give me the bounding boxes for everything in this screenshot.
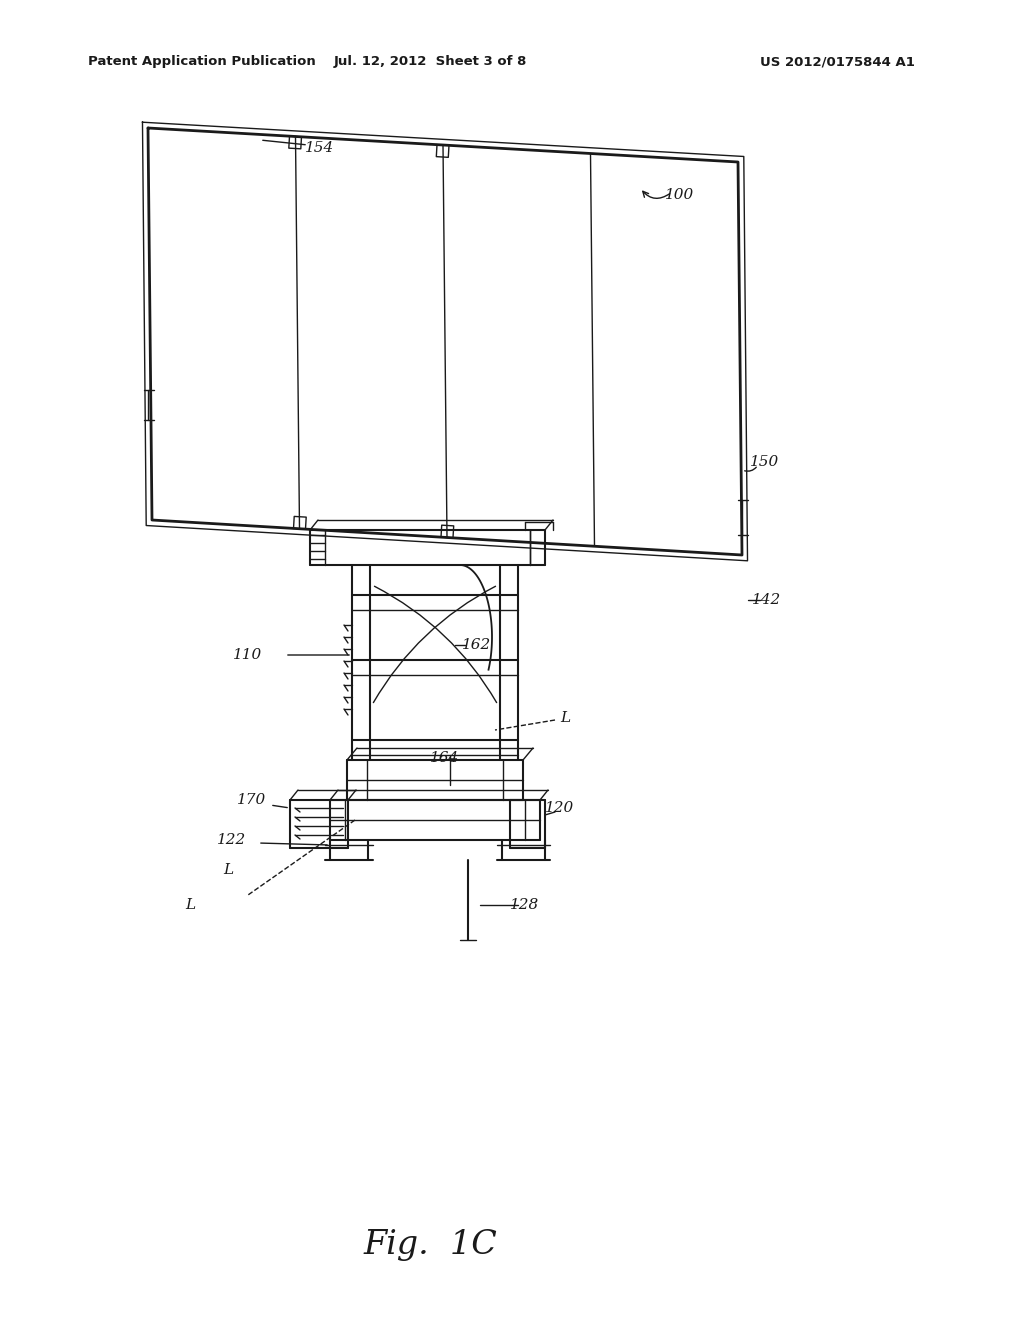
- Text: 164: 164: [430, 751, 460, 766]
- Text: L: L: [223, 863, 233, 876]
- Text: L: L: [185, 898, 195, 912]
- Text: 110: 110: [233, 648, 262, 663]
- Text: 122: 122: [217, 833, 247, 847]
- Text: L: L: [560, 711, 570, 725]
- Text: 142: 142: [753, 593, 781, 607]
- Text: Fig.  1C: Fig. 1C: [364, 1229, 497, 1261]
- Text: 128: 128: [510, 898, 540, 912]
- Text: 120: 120: [546, 801, 574, 814]
- Text: 100: 100: [666, 187, 694, 202]
- Text: 154: 154: [305, 141, 335, 154]
- Text: Patent Application Publication: Patent Application Publication: [88, 55, 315, 69]
- Text: 150: 150: [751, 455, 779, 469]
- Text: 162: 162: [463, 638, 492, 652]
- Text: Jul. 12, 2012  Sheet 3 of 8: Jul. 12, 2012 Sheet 3 of 8: [334, 55, 526, 69]
- Text: 170: 170: [238, 793, 266, 807]
- Text: US 2012/0175844 A1: US 2012/0175844 A1: [760, 55, 914, 69]
